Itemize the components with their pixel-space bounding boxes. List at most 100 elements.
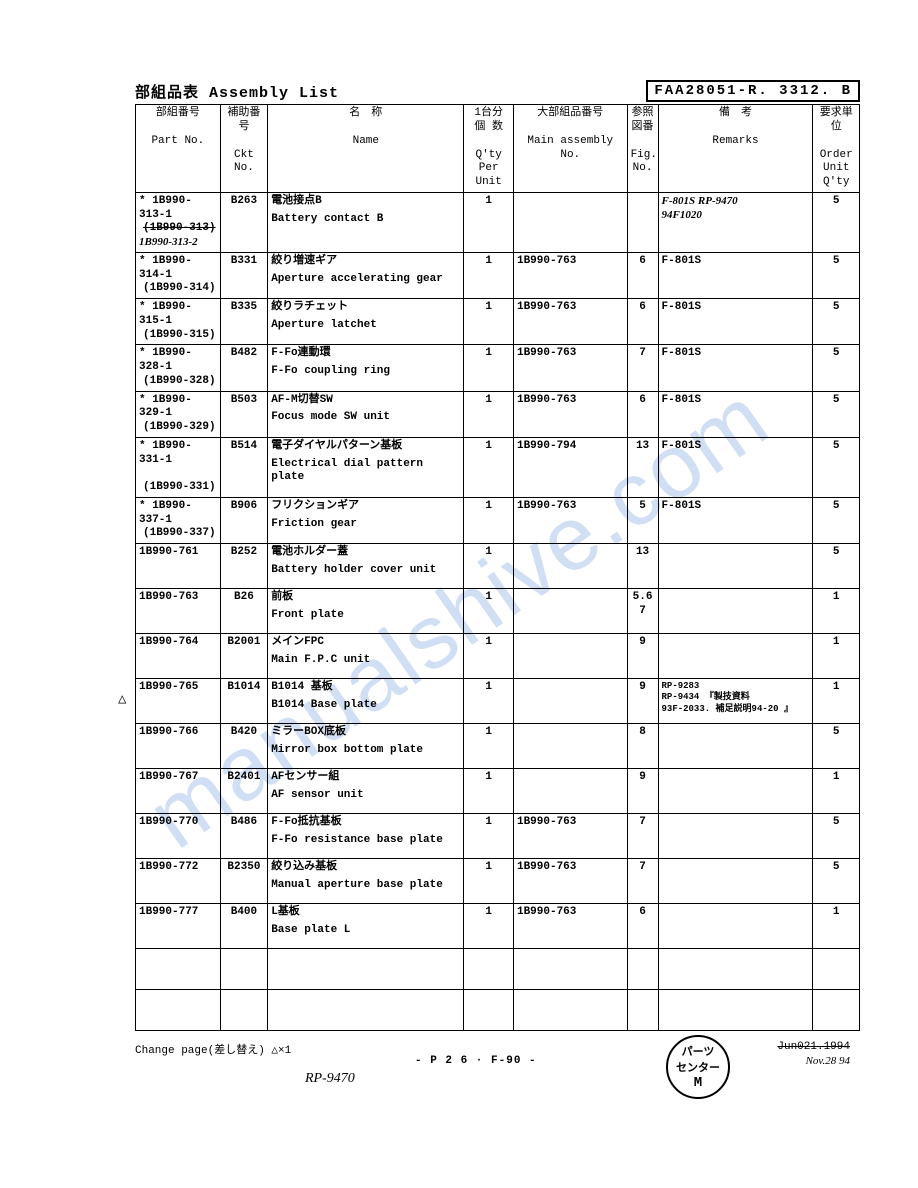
- cell-order-qty: 5: [813, 724, 860, 769]
- table-row: * 1B990-337-1(1B990-337)B906フリクションギアFric…: [136, 497, 860, 543]
- cell-name: AF-M切替SWFocus mode SW unit: [268, 391, 464, 437]
- cell-ckt-no: B1014: [220, 679, 268, 724]
- table-row: 1B990-765B1014B1014 基板B1014 Base plate1 9…: [136, 679, 860, 724]
- cell-main-assembly: [513, 769, 627, 814]
- footer-page-number: - P 2 6 · F-90 -: [415, 1055, 537, 1067]
- cell-fig-no: 7: [627, 859, 658, 904]
- cell-name: ミラーBOX底板Mirror box bottom plate: [268, 724, 464, 769]
- cell-qty: 1: [464, 497, 514, 543]
- cell-ckt-no: B263: [220, 192, 268, 252]
- cell-part-no: * 1B990-331-1 (1B990-331): [136, 437, 221, 497]
- hd-main: 大部組品番号 Main assembly No.: [513, 105, 627, 193]
- cell-remarks: [658, 904, 813, 949]
- cell-order-qty: 5: [813, 299, 860, 345]
- cell-main-assembly: [513, 724, 627, 769]
- cell-name: 電池ホルダー蓋Battery holder cover unit: [268, 544, 464, 589]
- cell-main-assembly: 1B990-794: [513, 437, 627, 497]
- cell-fig-no: 9: [627, 679, 658, 724]
- hd-ckt: 補助番号 Ckt No.: [220, 105, 268, 193]
- cell-remarks: [658, 634, 813, 679]
- cell-name: フリクションギアFriction gear: [268, 497, 464, 543]
- cell-name: 絞りラチェットAperture latchet: [268, 299, 464, 345]
- cell-ckt-no: B482: [220, 345, 268, 391]
- cell-qty: 1: [464, 814, 514, 859]
- cell-name: メインFPCMain F.P.C unit: [268, 634, 464, 679]
- cell-order-qty: 1: [813, 904, 860, 949]
- cell-qty: 1: [464, 679, 514, 724]
- cell-ckt-no: B2350: [220, 859, 268, 904]
- cell-qty: 1: [464, 391, 514, 437]
- cell-ckt-no: B514: [220, 437, 268, 497]
- table-row: 1B990-777B400L基板Base plate L11B990-76361: [136, 904, 860, 949]
- cell-main-assembly: 1B990-763: [513, 345, 627, 391]
- cell-remarks: [658, 724, 813, 769]
- cell-ckt-no: B2001: [220, 634, 268, 679]
- cell-part-no: 1B990-770: [136, 814, 221, 859]
- cell-fig-no: 9: [627, 634, 658, 679]
- table-row: 1B990-764B2001メインFPCMain F.P.C unit191: [136, 634, 860, 679]
- cell-remarks: [658, 859, 813, 904]
- footer-change-note: Change page(差し替え) △×1: [135, 1041, 291, 1057]
- table-row-empty: [136, 990, 860, 1031]
- cell-qty: 1: [464, 437, 514, 497]
- cell-part-no: 1B990-767: [136, 769, 221, 814]
- cell-main-assembly: 1B990-763: [513, 904, 627, 949]
- cell-qty: 1: [464, 299, 514, 345]
- cell-qty: 1: [464, 589, 514, 634]
- cell-remarks: F-801S: [658, 252, 813, 298]
- table-row: * 1B990-328-1(1B990-328)B482F-Fo連動環F-Fo …: [136, 345, 860, 391]
- footer-rp-note: RP-9470: [305, 1071, 355, 1087]
- cell-ckt-no: B906: [220, 497, 268, 543]
- table-row: 1B990-770B486F-Fo抵抗基板F-Fo resistance bas…: [136, 814, 860, 859]
- cell-part-no: 1B990-763: [136, 589, 221, 634]
- cell-qty: 1: [464, 769, 514, 814]
- table-row: * 1B990-329-1(1B990-329)B503AF-M切替SWFocu…: [136, 391, 860, 437]
- footer-date-old: Jun021.1994: [777, 1041, 850, 1053]
- cell-fig-no: 7: [627, 345, 658, 391]
- hd-part: 部組番号 Part No.: [136, 105, 221, 193]
- table-row: 1B990-763B26前板Front plate15.6 71: [136, 589, 860, 634]
- delta-mark-icon: △: [118, 691, 126, 708]
- table-row: 1B990-772B2350絞り込み基板Manual aperture base…: [136, 859, 860, 904]
- hd-fig: 参照 図番 Fig. No.: [627, 105, 658, 193]
- cell-ckt-no: B2401: [220, 769, 268, 814]
- cell-fig-no: 13: [627, 544, 658, 589]
- sheet: 部組品表 Assembly List FAA28051-R. 3312. B 部…: [135, 80, 860, 1031]
- cell-fig-no: 6: [627, 252, 658, 298]
- cell-qty: 1: [464, 724, 514, 769]
- cell-ckt-no: B503: [220, 391, 268, 437]
- cell-part-no: * 1B990-328-1(1B990-328): [136, 345, 221, 391]
- cell-ckt-no: B331: [220, 252, 268, 298]
- cell-remarks: [658, 814, 813, 859]
- cell-part-no: 1B990-765: [136, 679, 221, 724]
- cell-part-no: * 1B990-329-1(1B990-329): [136, 391, 221, 437]
- hd-qty: 1台分 個 数 Q'ty Per Unit: [464, 105, 514, 193]
- cell-name: AFセンサー組AF sensor unit: [268, 769, 464, 814]
- cell-fig-no: 9: [627, 769, 658, 814]
- cell-qty: 1: [464, 544, 514, 589]
- cell-qty: 1: [464, 192, 514, 252]
- cell-ckt-no: B400: [220, 904, 268, 949]
- cell-name: F-Fo連動環F-Fo coupling ring: [268, 345, 464, 391]
- cell-name: 絞り込み基板Manual aperture base plate: [268, 859, 464, 904]
- cell-fig-no: 5.6 7: [627, 589, 658, 634]
- cell-part-no: * 1B990-315-1(1B990-315): [136, 299, 221, 345]
- table-body: * 1B990-313-1(1B990-313)1B990-313-2B263電…: [136, 192, 860, 1030]
- cell-name: 絞り増速ギアAperture accelerating gear: [268, 252, 464, 298]
- cell-part-no: 1B990-777: [136, 904, 221, 949]
- cell-part-no: * 1B990-337-1(1B990-337): [136, 497, 221, 543]
- page: manualshive.com 部組品表 Assembly List FAA28…: [0, 0, 918, 1188]
- cell-order-qty: 5: [813, 391, 860, 437]
- cell-qty: 1: [464, 634, 514, 679]
- table-header: 部組番号 Part No. 補助番号 Ckt No. 名 称 Name 1台分 …: [136, 105, 860, 193]
- cell-ckt-no: B252: [220, 544, 268, 589]
- cell-part-no: 1B990-761: [136, 544, 221, 589]
- cell-main-assembly: 1B990-763: [513, 497, 627, 543]
- cell-remarks: RP-9283 RP-9434 『製技資料 93F-2033. 補足説明94-2…: [658, 679, 813, 724]
- cell-fig-no: 7: [627, 814, 658, 859]
- cell-main-assembly: [513, 679, 627, 724]
- cell-name: B1014 基板B1014 Base plate: [268, 679, 464, 724]
- cell-order-qty: 5: [813, 192, 860, 252]
- assembly-table: 部組番号 Part No. 補助番号 Ckt No. 名 称 Name 1台分 …: [135, 104, 860, 1031]
- table-row: 1B990-766B420ミラーBOX底板Mirror box bottom p…: [136, 724, 860, 769]
